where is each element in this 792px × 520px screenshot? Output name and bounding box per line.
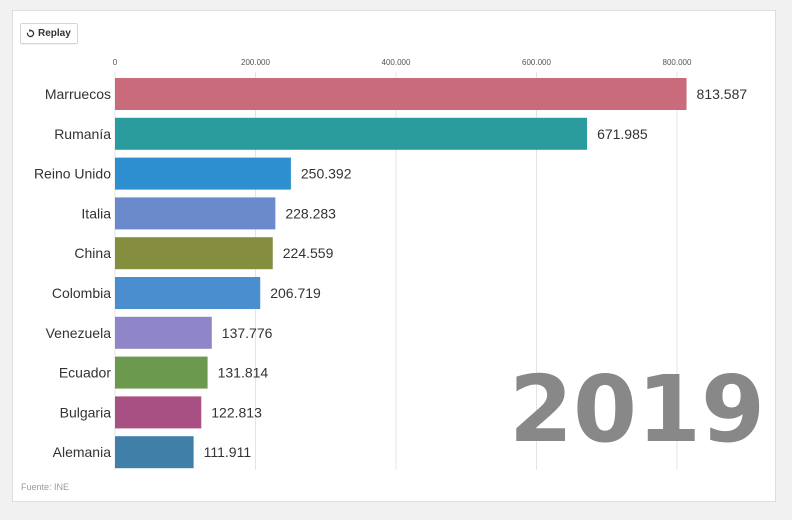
- category-label: Rumanía: [54, 126, 111, 142]
- x-axis-ticks: 0 200.000 400.000 600.000 800.000: [113, 58, 692, 67]
- category-label: Italia: [81, 205, 111, 221]
- bar-row: China 224.559: [74, 237, 334, 270]
- bar-row: Alemania 111.911: [53, 436, 252, 469]
- bar: [115, 157, 291, 190]
- value-label: 206.719: [270, 285, 321, 301]
- bar: [115, 396, 202, 429]
- value-label: 250.392: [301, 166, 352, 182]
- year-label: 2019: [509, 356, 765, 463]
- bar-row: Venezuela 137.776: [46, 316, 273, 349]
- bar-row: Reino Unido 250.392: [34, 157, 352, 190]
- category-label: Colombia: [52, 285, 111, 301]
- x-tick-label: 600.000: [522, 58, 551, 67]
- replay-button[interactable]: Replay: [20, 23, 78, 44]
- bar-row: Rumanía 671.985: [54, 117, 648, 150]
- x-tick-label: 200.000: [241, 58, 270, 67]
- bar-row: Bulgaria 122.813: [60, 396, 262, 429]
- value-label: 131.814: [218, 365, 269, 381]
- x-tick-label: 400.000: [382, 58, 411, 67]
- x-tick-label: 800.000: [663, 58, 692, 67]
- x-tick-label: 0: [113, 58, 118, 67]
- category-label: Bulgaria: [60, 404, 112, 420]
- category-label: Reino Unido: [34, 166, 111, 182]
- value-label: 228.283: [285, 205, 336, 221]
- value-label: 122.813: [211, 404, 262, 420]
- bar: [115, 197, 276, 230]
- source-note: Fuente: INE: [21, 482, 70, 492]
- bar-row: Colombia 206.719: [52, 277, 321, 309]
- value-label: 224.559: [283, 245, 334, 261]
- bar: [115, 78, 687, 110]
- bars: Marruecos 813.587 Rumanía 671.985 Reino Unid…: [34, 78, 748, 469]
- value-label: 671.985: [597, 126, 648, 142]
- value-label: 137.776: [222, 325, 273, 341]
- bar-row: Italia 228.283: [81, 197, 336, 230]
- replay-icon: [26, 29, 35, 38]
- value-label: 813.587: [697, 86, 748, 102]
- bar: [115, 316, 212, 349]
- bar: [115, 436, 194, 469]
- bar: [115, 117, 588, 150]
- value-label: 111.911: [204, 444, 252, 460]
- category-label: China: [74, 245, 111, 261]
- bar-row: Marruecos 813.587: [45, 78, 748, 110]
- category-label: Ecuador: [59, 365, 111, 381]
- category-label: Alemania: [53, 444, 112, 460]
- replay-label: Replay: [38, 28, 71, 39]
- category-label: Venezuela: [46, 325, 112, 341]
- category-label: Marruecos: [45, 86, 111, 102]
- bar: [115, 277, 261, 309]
- bar: [115, 356, 208, 389]
- bar-row: Ecuador 131.814: [59, 356, 269, 389]
- bar: [115, 237, 273, 270]
